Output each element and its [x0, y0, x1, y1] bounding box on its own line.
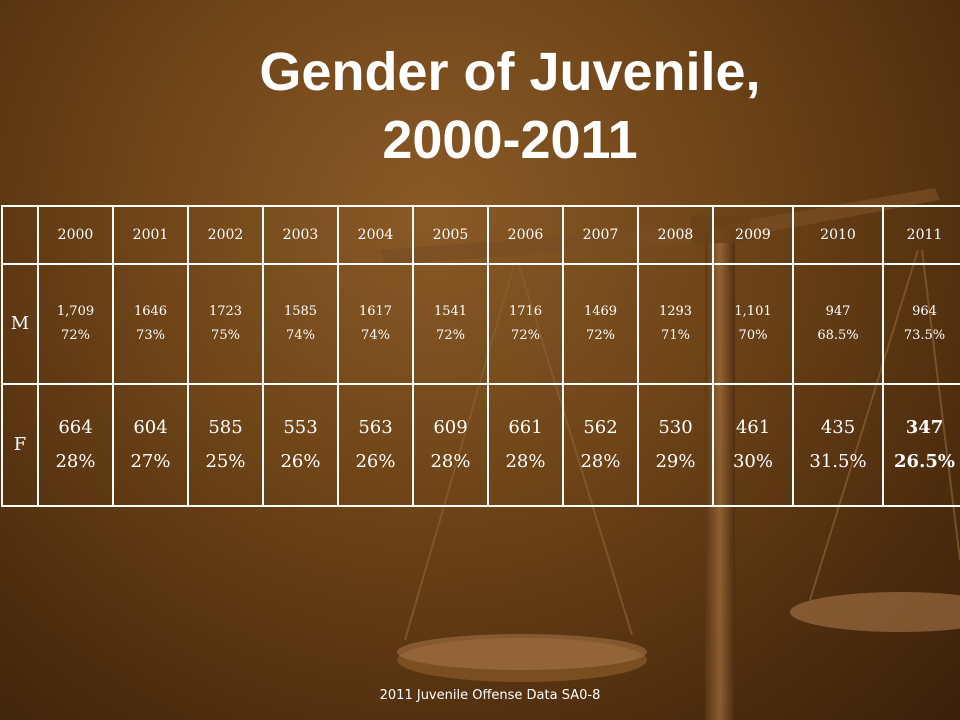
year-header: 2006 [487, 205, 564, 265]
title-line-1: Gender of Juvenile, [259, 42, 761, 102]
table-cell: 1716 72% [487, 263, 564, 385]
corner-cell [1, 205, 39, 265]
male-row: M 1,709 72% 1646 73% 1723 75% 1585 74% 1617 7… [1, 263, 960, 385]
year-header: 2000 [37, 205, 114, 265]
table-cell: 347 26.5% [882, 383, 960, 507]
table-cell: 1469 72% [562, 263, 639, 385]
table-cell: 1293 71% [637, 263, 714, 385]
gender-data-table: 2000 2001 2002 2003 2004 2005 2006 2007 … [1, 205, 960, 507]
table-cell: 964 73.5% [882, 263, 960, 385]
table-cell: 435 31.5% [792, 383, 884, 507]
row-label-female: F [1, 383, 39, 507]
year-header: 2004 [337, 205, 414, 265]
page-title: Gender of Juvenile, 2000-2011 [0, 38, 960, 174]
row-label-male: M [1, 263, 39, 385]
slide-footer: 2011 Juvenile Offense Data SA0-8 [379, 688, 601, 703]
year-header: 2008 [637, 205, 714, 265]
table-cell: 1617 74% [337, 263, 414, 385]
table-cell: 1,709 72% [37, 263, 114, 385]
table-cell: 563 26% [337, 383, 414, 507]
year-header: 2011 [882, 205, 960, 265]
table-cell: 661 28% [487, 383, 564, 507]
year-header: 2010 [792, 205, 884, 265]
female-row: F 664 28% 604 27% 585 25% 553 26% 563 26% 609… [1, 383, 960, 507]
year-header: 2005 [412, 205, 489, 265]
table-cell: 1723 75% [187, 263, 264, 385]
year-header: 2003 [262, 205, 339, 265]
table-cell: 1646 73% [112, 263, 189, 385]
year-header: 2009 [712, 205, 794, 265]
year-header: 2001 [112, 205, 189, 265]
title-line-2: 2000-2011 [382, 110, 638, 170]
table-cell: 1585 74% [262, 263, 339, 385]
table-cell: 609 28% [412, 383, 489, 507]
table-cell: 530 29% [637, 383, 714, 507]
table-cell: 664 28% [37, 383, 114, 507]
year-header-row: 2000 2001 2002 2003 2004 2005 2006 2007 … [1, 205, 960, 265]
table-cell: 1,101 70% [712, 263, 794, 385]
table-cell: 1541 72% [412, 263, 489, 385]
table-cell: 562 28% [562, 383, 639, 507]
table-cell: 604 27% [112, 383, 189, 507]
table-cell: 585 25% [187, 383, 264, 507]
year-header: 2007 [562, 205, 639, 265]
table-cell: 553 26% [262, 383, 339, 507]
table-cell: 461 30% [712, 383, 794, 507]
year-header: 2002 [187, 205, 264, 265]
table-cell: 947 68.5% [792, 263, 884, 385]
